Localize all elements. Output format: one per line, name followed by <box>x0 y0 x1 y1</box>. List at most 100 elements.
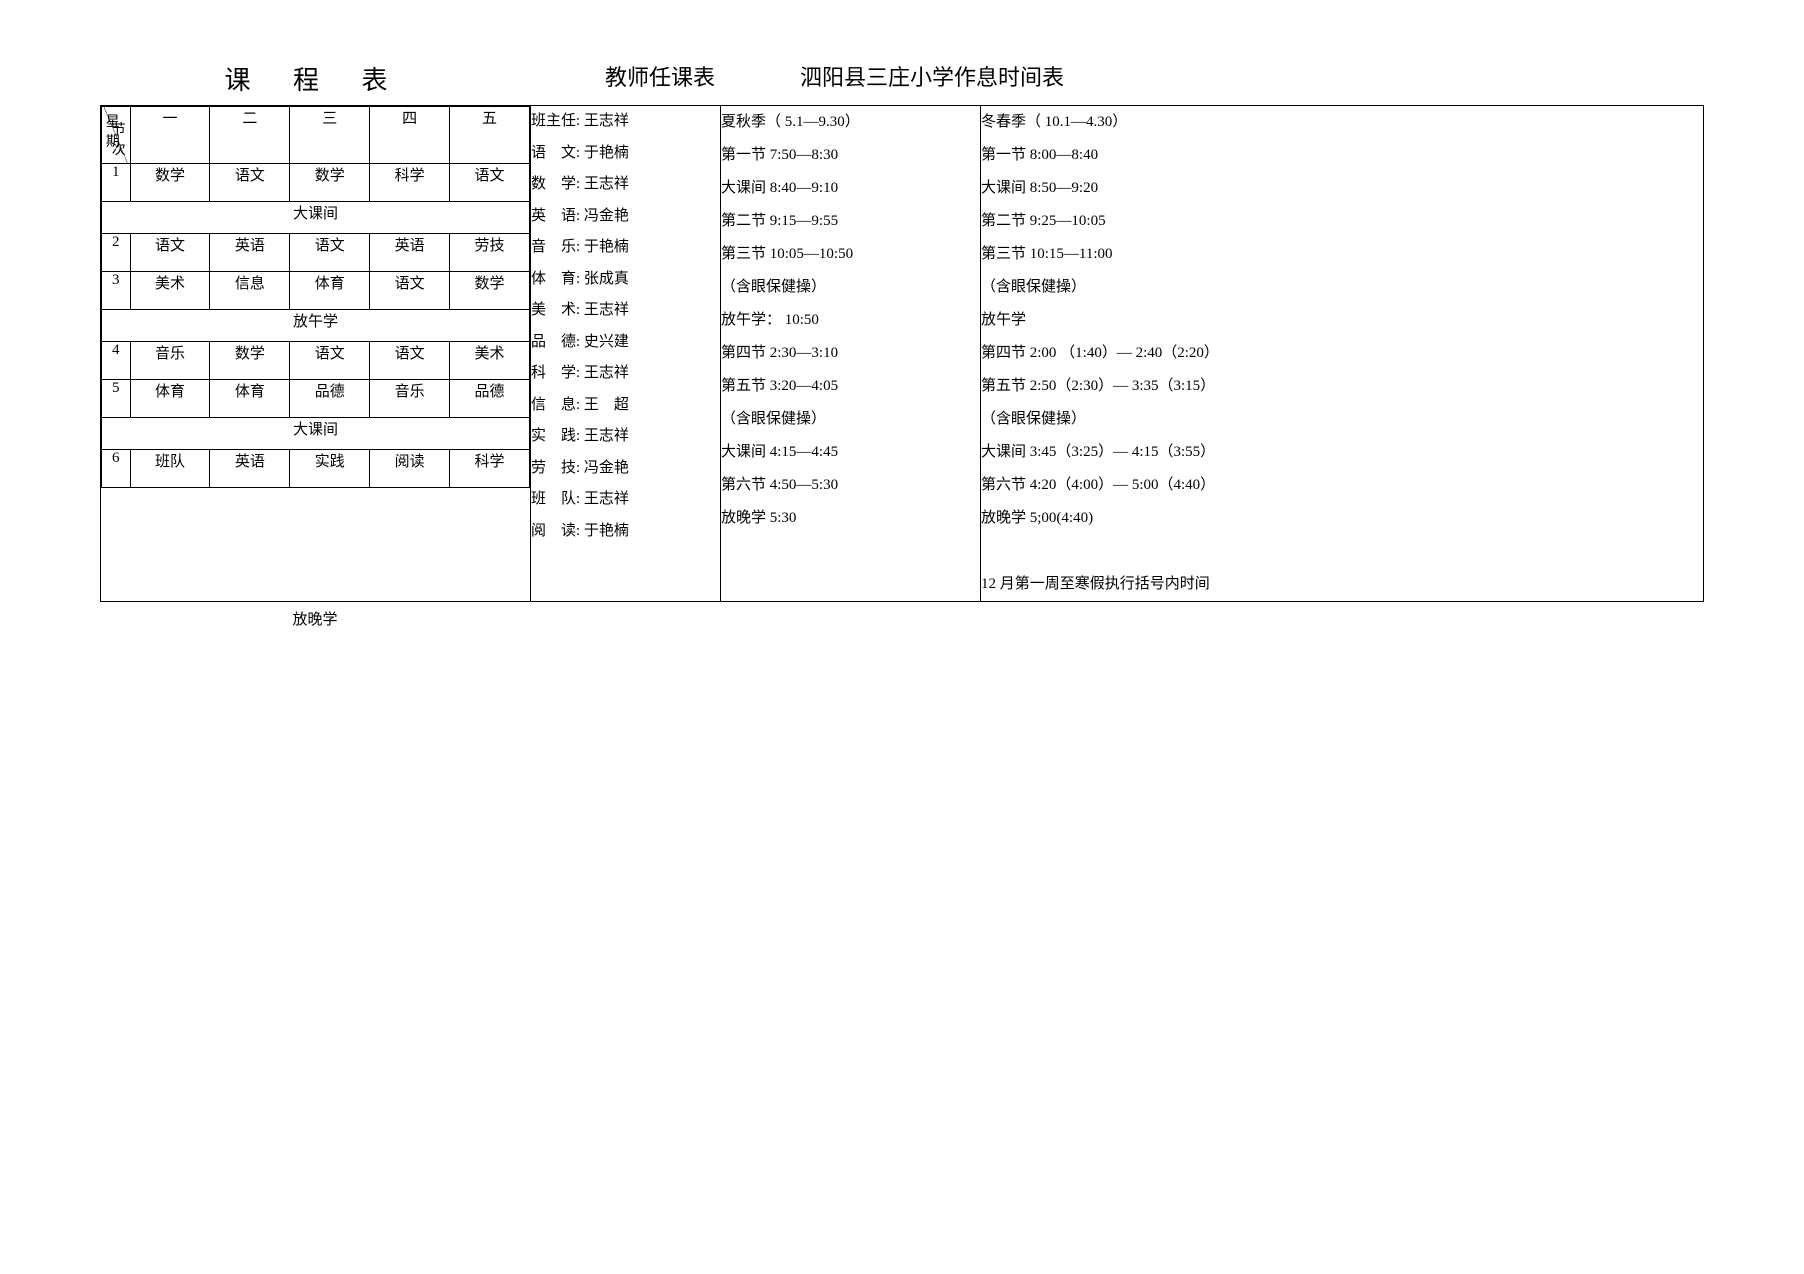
course-cell: 体育 <box>130 380 210 418</box>
course-cell: 数学 <box>450 272 530 310</box>
time-line: 第四节 2:00 （1:40）— 2:40（2:20） <box>981 337 1703 370</box>
time-line: 放午学： 10:50 <box>721 304 980 337</box>
time-line: 第二节 9:15—9:55 <box>721 205 980 238</box>
time-line: 第二节 9:25—10:05 <box>981 205 1703 238</box>
time-line: （含眼保健操） <box>981 271 1703 304</box>
course-cell: 语文 <box>290 342 370 380</box>
schedule-footer: 放晚学 <box>100 602 530 629</box>
break-row: 大课间 <box>102 202 530 234</box>
course-cell: 信息 <box>210 272 290 310</box>
day-header: 二 <box>210 107 290 164</box>
period-number: 1 <box>102 164 131 202</box>
course-cell: 音乐 <box>130 342 210 380</box>
title-row: 课 程 表 教师任课表 泗阳县三庄小学作息时间表 <box>100 60 1704 97</box>
course-cell: 劳技 <box>450 234 530 272</box>
winter-title: 冬春季（ 10.1—4.30） <box>981 106 1703 139</box>
course-cell: 数学 <box>210 342 290 380</box>
time-line: 第五节 3:20—4:05 <box>721 370 980 403</box>
teacher-row: 信 息: 王 超 <box>531 390 720 422</box>
time-line <box>981 535 1703 568</box>
time-line: 大课间 8:40—9:10 <box>721 172 980 205</box>
course-cell: 阅读 <box>370 450 450 488</box>
course-cell: 语文 <box>130 234 210 272</box>
course-cell: 音乐 <box>370 380 450 418</box>
schedule-grid: 星期节次一二三四五1数学语文数学科学语文大课间2语文英语语文英语劳技3美术信息体… <box>101 106 530 488</box>
time-line: 大课间 3:45（3:25）— 4:15（3:55） <box>981 436 1703 469</box>
header-diagonal: 星期节次 <box>102 107 131 164</box>
schedule-title: 课 程 表 <box>100 60 530 97</box>
time-line: 12 月第一周至寒假执行括号内时间 <box>981 568 1703 601</box>
summer-title: 夏秋季（ 5.1—9.30） <box>721 106 980 139</box>
teacher-row: 科 学: 王志祥 <box>531 358 720 390</box>
course-cell: 数学 <box>290 164 370 202</box>
teacher-row: 体 育: 张成真 <box>531 264 720 296</box>
day-header: 三 <box>290 107 370 164</box>
time-line: 放晚学 5:30 <box>721 502 980 535</box>
time-line: 放午学 <box>981 304 1703 337</box>
summer-time-cell: 夏秋季（ 5.1—9.30） 第一节 7:50—8:30大课间 8:40—9:1… <box>721 106 981 602</box>
teacher-row: 美 术: 王志祥 <box>531 295 720 327</box>
time-line: 大课间 8:50—9:20 <box>981 172 1703 205</box>
period-number: 2 <box>102 234 131 272</box>
time-line: 大课间 4:15—4:45 <box>721 436 980 469</box>
course-cell: 英语 <box>370 234 450 272</box>
break-row: 大课间 <box>102 418 530 450</box>
course-cell: 英语 <box>210 234 290 272</box>
time-line: （含眼保健操） <box>981 403 1703 436</box>
course-cell: 语文 <box>290 234 370 272</box>
time-line: （含眼保健操） <box>721 403 980 436</box>
course-cell: 美术 <box>450 342 530 380</box>
course-cell: 体育 <box>210 380 290 418</box>
period-number: 4 <box>102 342 131 380</box>
time-line: 第三节 10:15—11:00 <box>981 238 1703 271</box>
schedule-cell: 星期节次一二三四五1数学语文数学科学语文大课间2语文英语语文英语劳技3美术信息体… <box>101 106 531 602</box>
course-cell: 科学 <box>370 164 450 202</box>
course-cell: 科学 <box>450 450 530 488</box>
time-line: 第三节 10:05—10:50 <box>721 238 980 271</box>
break-row: 放午学 <box>102 310 530 342</box>
winter-lines: 第一节 8:00—8:40大课间 8:50—9:20第二节 9:25—10:05… <box>981 139 1703 601</box>
course-cell: 语文 <box>370 342 450 380</box>
teacher-cell: 班主任: 王志祥语 文: 于艳楠数 学: 王志祥英 语: 冯金艳音 乐: 于艳楠… <box>531 106 721 602</box>
teacher-title: 教师任课表 <box>530 60 730 97</box>
period-number: 5 <box>102 380 131 418</box>
timetable-title: 泗阳县三庄小学作息时间表 <box>730 60 1704 97</box>
teacher-row: 阅 读: 于艳楠 <box>531 516 720 548</box>
teacher-row: 语 文: 于艳楠 <box>531 138 720 170</box>
summer-lines: 第一节 7:50—8:30大课间 8:40—9:10第二节 9:15—9:55第… <box>721 139 980 535</box>
course-cell: 实践 <box>290 450 370 488</box>
time-line: 第六节 4:20（4:00）— 5:00（4:40） <box>981 469 1703 502</box>
time-line: （含眼保健操） <box>721 271 980 304</box>
course-cell: 数学 <box>130 164 210 202</box>
course-cell: 英语 <box>210 450 290 488</box>
course-cell: 体育 <box>290 272 370 310</box>
course-cell: 语文 <box>450 164 530 202</box>
teacher-row: 班主任: 王志祥 <box>531 106 720 138</box>
course-cell: 语文 <box>210 164 290 202</box>
teacher-row: 品 德: 史兴建 <box>531 327 720 359</box>
time-line: 第一节 8:00—8:40 <box>981 139 1703 172</box>
period-number: 6 <box>102 450 131 488</box>
main-table: 星期节次一二三四五1数学语文数学科学语文大课间2语文英语语文英语劳技3美术信息体… <box>100 105 1704 602</box>
teacher-row: 音 乐: 于艳楠 <box>531 232 720 264</box>
teacher-row: 班 队: 王志祥 <box>531 484 720 516</box>
teacher-row: 数 学: 王志祥 <box>531 169 720 201</box>
teacher-row: 实 践: 王志祥 <box>531 421 720 453</box>
time-line: 第一节 7:50—8:30 <box>721 139 980 172</box>
course-cell: 班队 <box>130 450 210 488</box>
course-cell: 语文 <box>370 272 450 310</box>
course-cell: 品德 <box>450 380 530 418</box>
time-line: 第五节 2:50（2:30）— 3:35（3:15） <box>981 370 1703 403</box>
course-cell: 品德 <box>290 380 370 418</box>
time-line: 第六节 4:50—5:30 <box>721 469 980 502</box>
course-cell: 美术 <box>130 272 210 310</box>
teacher-row: 劳 技: 冯金艳 <box>531 453 720 485</box>
teacher-row: 英 语: 冯金艳 <box>531 201 720 233</box>
winter-time-cell: 冬春季（ 10.1—4.30） 第一节 8:00—8:40大课间 8:50—9:… <box>981 106 1704 602</box>
day-header: 四 <box>370 107 450 164</box>
day-header: 五 <box>450 107 530 164</box>
document-page: 课 程 表 教师任课表 泗阳县三庄小学作息时间表 星期节次一二三四五1数学语文数… <box>100 60 1704 629</box>
period-number: 3 <box>102 272 131 310</box>
time-line: 第四节 2:30—3:10 <box>721 337 980 370</box>
time-line: 放晚学 5;00(4:40) <box>981 502 1703 535</box>
